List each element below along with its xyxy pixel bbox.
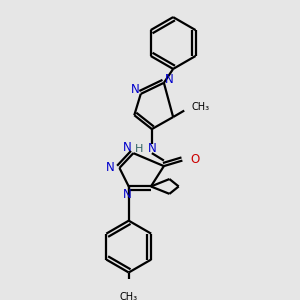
- Text: N: N: [165, 73, 174, 85]
- Text: CH₃: CH₃: [120, 292, 138, 300]
- Text: H: H: [135, 143, 143, 154]
- Text: N: N: [122, 188, 131, 201]
- Text: N: N: [106, 160, 115, 173]
- Text: O: O: [191, 153, 200, 166]
- Text: N: N: [122, 141, 131, 154]
- Text: N: N: [148, 142, 156, 155]
- Text: CH₃: CH₃: [192, 102, 210, 112]
- Text: N: N: [131, 83, 140, 96]
